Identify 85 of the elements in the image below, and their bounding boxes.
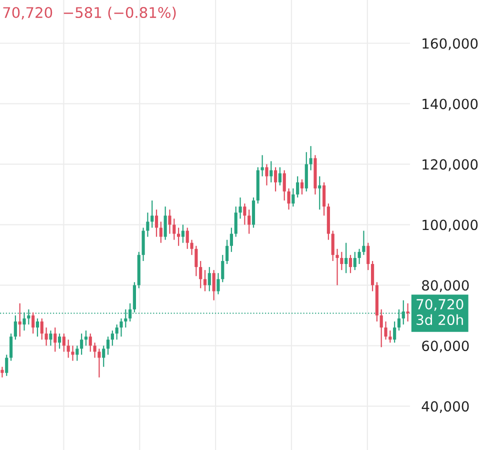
candlestick xyxy=(54,326,57,352)
candlestick xyxy=(181,224,184,244)
candlestick xyxy=(80,333,84,356)
candlestick xyxy=(270,160,273,183)
candlestick xyxy=(366,242,370,271)
candlestick xyxy=(49,330,52,346)
candlestick xyxy=(164,206,167,240)
candlestick xyxy=(336,248,339,286)
candlestick xyxy=(146,212,150,238)
candlestick xyxy=(370,260,374,292)
candlestick xyxy=(177,227,180,246)
candlestick xyxy=(203,270,207,292)
candlestick xyxy=(292,188,295,208)
candlestick xyxy=(40,318,44,340)
candlestick xyxy=(93,342,96,358)
candlestick xyxy=(287,188,290,210)
candlestick xyxy=(5,354,8,376)
candlestick xyxy=(362,230,366,256)
candlestick xyxy=(248,209,251,234)
candlestick xyxy=(154,209,158,238)
y-tick-label: 160,000 xyxy=(422,38,478,50)
candlestick xyxy=(66,339,70,358)
candlestick xyxy=(318,176,322,210)
candlestick xyxy=(36,318,40,338)
candlestick xyxy=(216,272,220,295)
candlestick xyxy=(380,308,383,348)
candlestick xyxy=(76,345,79,362)
candlestick xyxy=(344,242,348,274)
candlestick xyxy=(340,251,344,271)
candlestick xyxy=(88,333,92,352)
candlestick xyxy=(172,218,176,240)
candlestick xyxy=(331,230,334,262)
candlestick xyxy=(98,348,101,378)
candlestick xyxy=(282,170,286,202)
candlestick xyxy=(186,227,189,250)
y-tick-label: 100,000 xyxy=(422,220,478,232)
candlestick xyxy=(208,266,211,292)
candlestick xyxy=(150,200,154,228)
candlestick xyxy=(296,176,300,198)
candlestick xyxy=(110,330,114,346)
candlestick xyxy=(230,227,233,252)
y-tick-label: 120,000 xyxy=(422,159,478,172)
candlestick xyxy=(234,206,238,238)
candlestick xyxy=(71,345,74,362)
ref-line-label: 70,720 3d 20h xyxy=(416,298,464,326)
candlestick xyxy=(348,254,352,274)
candlestick xyxy=(62,333,66,352)
y-tick-label: 140,000 xyxy=(422,98,478,111)
candlestick xyxy=(120,318,123,338)
candlestick xyxy=(106,336,110,356)
chart-title: 70,720 −581 (−0.81%) xyxy=(3,6,176,20)
candlestick xyxy=(212,270,216,301)
candlestick xyxy=(115,324,118,340)
y-tick-label: 40,000 xyxy=(422,401,469,414)
candlestick xyxy=(159,221,162,244)
candlestick xyxy=(388,330,392,344)
candlestick xyxy=(300,178,304,196)
candlestick xyxy=(190,239,194,256)
candlestick xyxy=(84,330,88,346)
candlestick xyxy=(194,245,198,277)
candlestick xyxy=(0,366,4,378)
candlestick xyxy=(358,248,361,265)
candlestick xyxy=(9,333,13,362)
candlestick xyxy=(44,326,48,346)
candlestick xyxy=(199,260,202,289)
candlestick xyxy=(384,320,388,340)
candlestick xyxy=(221,254,224,283)
candlestick xyxy=(265,164,268,186)
candlestick xyxy=(353,251,356,271)
candlestick xyxy=(274,166,278,192)
y-tick-label: 80,000 xyxy=(422,280,469,292)
candlestick xyxy=(393,320,396,344)
candlestick xyxy=(102,345,106,368)
candlestick xyxy=(58,333,62,350)
candlestick xyxy=(238,196,242,220)
candlestick xyxy=(278,166,282,186)
candlestick xyxy=(18,302,22,338)
candlestick xyxy=(309,146,312,171)
y-tick-label: 60,000 xyxy=(422,340,469,353)
candlestick xyxy=(243,202,246,226)
candlestick xyxy=(32,312,35,334)
candlestick xyxy=(226,239,229,265)
candlestick xyxy=(322,182,326,216)
candlestick xyxy=(168,209,172,234)
candlestick xyxy=(260,154,264,177)
